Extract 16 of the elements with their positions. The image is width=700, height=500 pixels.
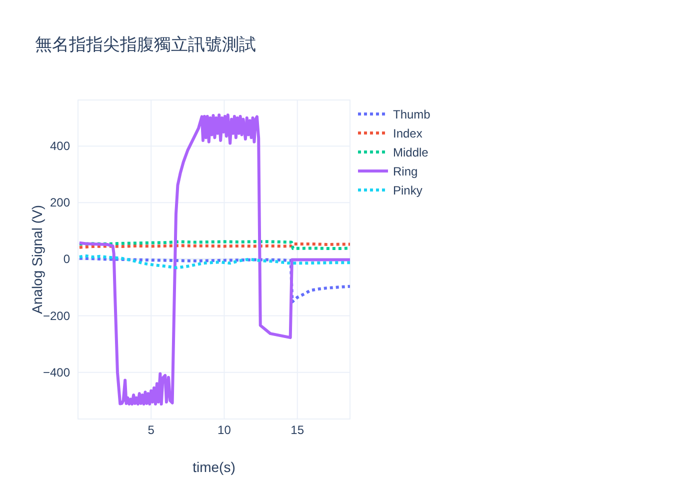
legend-label: Thumb xyxy=(393,108,431,122)
x-tick-label: 5 xyxy=(148,423,155,437)
x-tick-label: 10 xyxy=(218,423,232,437)
y-tick-label: −200 xyxy=(42,308,70,323)
y-tick-label: 0 xyxy=(63,252,70,266)
x-axis-title: time(s) xyxy=(192,459,236,475)
y-tick-label: 400 xyxy=(50,139,70,154)
y-tick-label: −400 xyxy=(42,365,70,380)
y-tick-label: 200 xyxy=(50,196,70,210)
legend-label: Pinky xyxy=(393,184,422,198)
legend-label: Index xyxy=(393,126,422,140)
y-axis-title: Analog Signal (V) xyxy=(29,205,45,314)
chart-title: 無名指指尖指腹獨立訊號測試 xyxy=(35,35,256,54)
x-tick-label: 15 xyxy=(290,423,304,437)
legend-label: Middle xyxy=(393,146,429,160)
legend-label: Ring xyxy=(393,164,418,178)
